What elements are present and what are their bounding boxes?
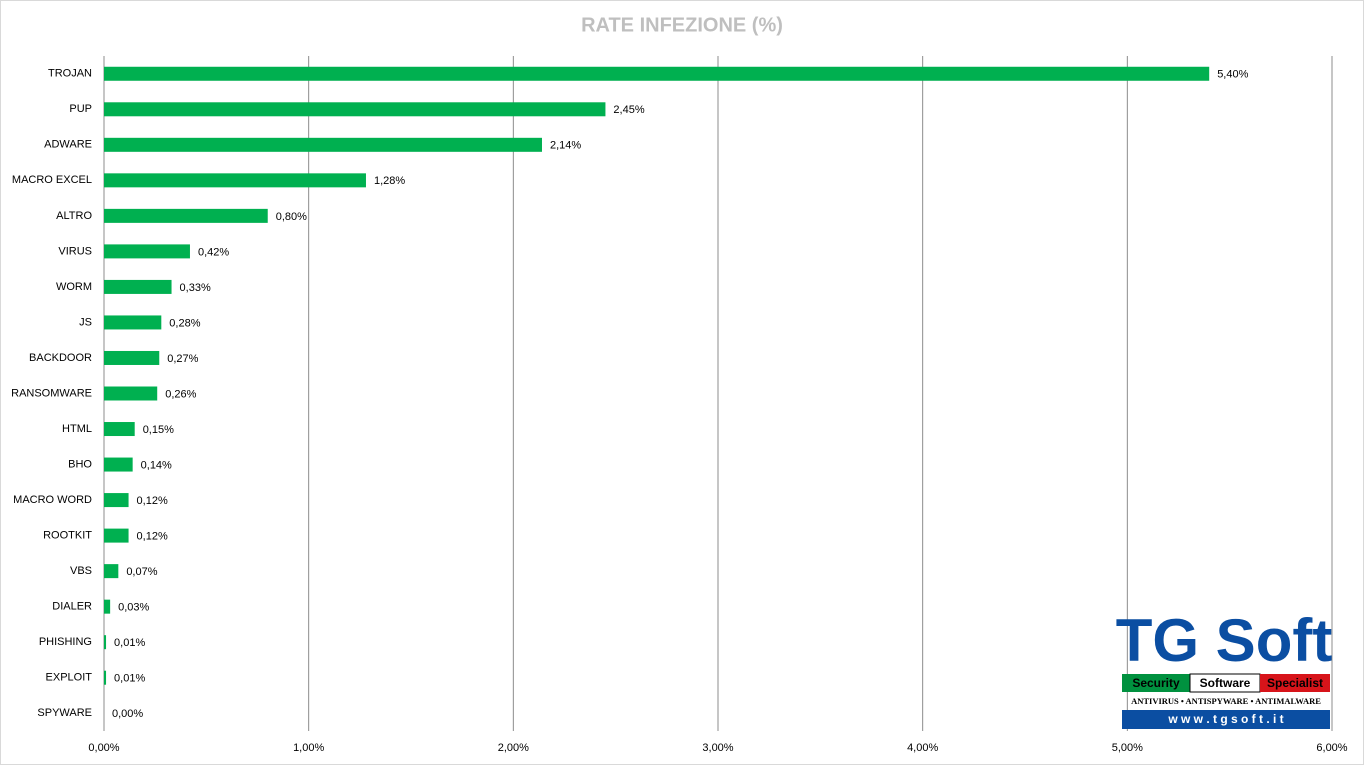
logo-box [1260, 674, 1330, 692]
logo-tag: Specialist [1267, 676, 1323, 690]
y-tick-label: HTML [62, 423, 92, 435]
y-tick-label: RANSOMWARE [11, 387, 92, 399]
y-tick-label: MACRO WORD [13, 494, 92, 506]
value-label: 0,15% [143, 424, 174, 436]
value-label: 0,01% [114, 637, 145, 649]
bar [104, 279, 172, 294]
bar [104, 564, 119, 579]
logo-tag: Security [1132, 676, 1180, 690]
y-tick-label: TROJAN [48, 68, 92, 80]
value-label: 0,01% [114, 673, 145, 685]
bar [104, 386, 158, 401]
value-label: 0,33% [180, 282, 211, 294]
y-tick-label: DIALER [52, 601, 92, 613]
chart-title: RATE INFEZIONE (%) [581, 14, 783, 36]
value-label: 0,26% [165, 388, 196, 400]
bar [104, 528, 129, 543]
y-tick-label: MACRO EXCEL [12, 174, 92, 186]
bar [104, 315, 162, 330]
value-label: 1,28% [374, 175, 405, 187]
bar [104, 137, 542, 152]
value-label: 0,42% [198, 246, 229, 258]
x-tick-label: 6,00% [1316, 742, 1347, 754]
value-label: 0,07% [126, 566, 157, 578]
bar [104, 173, 366, 188]
value-label: 2,14% [550, 140, 581, 152]
logo-name: TG Soft [1116, 607, 1333, 674]
bar [104, 635, 107, 650]
logo-box [1122, 674, 1190, 692]
logo-tag: Software [1200, 676, 1251, 690]
logo-url-box [1122, 710, 1330, 729]
x-tick-label: 0,00% [88, 742, 119, 754]
bar [104, 493, 129, 508]
x-tick-label: 2,00% [498, 742, 529, 754]
bar [104, 208, 268, 223]
bar [104, 102, 606, 117]
bar [104, 599, 111, 614]
bar [104, 66, 1210, 81]
bar [104, 670, 107, 685]
value-label: 0,27% [167, 353, 198, 365]
x-tick-label: 1,00% [293, 742, 324, 754]
y-tick-label: BHO [68, 458, 92, 470]
bar [104, 457, 133, 472]
y-tick-label: ALTRO [56, 210, 92, 222]
logo-tagline: ANTIVIRUS • ANTISPYWARE • ANTIMALWARE [1131, 696, 1321, 706]
logo: TG Soft Security Software Specialist ANT… [1116, 607, 1333, 729]
value-label: 0,28% [169, 317, 200, 329]
y-tick-label: SPYWARE [37, 707, 92, 719]
y-tick-label: VBS [70, 565, 92, 577]
value-label: 5,40% [1217, 69, 1248, 81]
value-label: 0,80% [276, 211, 307, 223]
y-tick-label: PHISHING [39, 636, 92, 648]
y-tick-label: ROOTKIT [43, 530, 92, 542]
y-tick-label: ADWARE [44, 139, 92, 151]
y-tick-label: VIRUS [58, 245, 92, 257]
y-tick-label: WORM [56, 281, 92, 293]
x-tick-label: 5,00% [1112, 742, 1143, 754]
x-tick-label: 4,00% [907, 742, 938, 754]
value-label: 0,12% [137, 495, 168, 507]
y-tick-label: BACKDOOR [29, 352, 92, 364]
value-label: 0,00% [112, 708, 143, 720]
value-label: 0,12% [137, 531, 168, 543]
y-tick-label: EXPLOIT [46, 672, 93, 684]
logo-url: w w w . t g s o f t . i t [1167, 712, 1283, 726]
x-tick-label: 3,00% [702, 742, 733, 754]
bar [104, 244, 190, 259]
bar [104, 350, 160, 365]
value-label: 2,45% [613, 104, 644, 116]
y-tick-label: JS [79, 316, 92, 328]
bar [104, 422, 135, 437]
value-label: 0,14% [141, 459, 172, 471]
value-label: 0,03% [118, 602, 149, 614]
y-tick-label: PUP [69, 103, 92, 115]
